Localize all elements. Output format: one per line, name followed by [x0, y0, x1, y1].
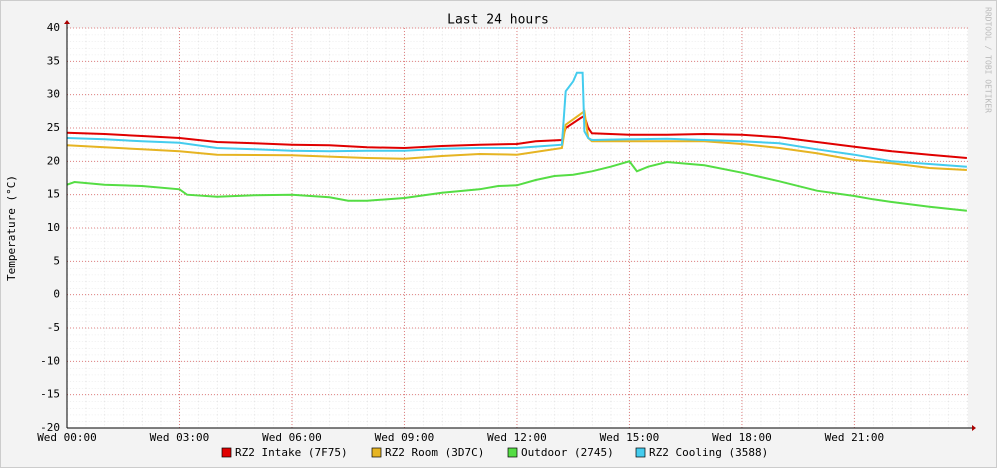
y-axis-label: Temperature (°C) — [5, 175, 18, 281]
y-tick-label: 30 — [47, 88, 60, 101]
y-tick-label: -5 — [47, 321, 60, 334]
x-tick-label: Wed 18:00 — [712, 431, 772, 444]
x-tick-label: Wed 15:00 — [600, 431, 660, 444]
watermark: RRDTOOL / TOBI OETIKER — [984, 7, 993, 113]
legend-label: RZ2 Room (3D7C) — [385, 446, 484, 459]
x-tick-label: Wed 09:00 — [375, 431, 435, 444]
legend-swatch — [371, 447, 382, 458]
y-tick-label: 25 — [47, 121, 60, 134]
y-tick-label: 5 — [53, 254, 60, 267]
chart-title: Last 24 hours — [447, 13, 549, 28]
x-tick-label: Wed 06:00 — [262, 431, 322, 444]
y-tick-label: -10 — [40, 354, 60, 367]
series-line — [66, 71, 967, 168]
legend: RZ2 Intake (7F75) RZ2 Room (3D7C) Outdoor … — [221, 446, 768, 459]
x-tick-label: Wed 00:00 — [37, 431, 97, 444]
x-arrow — [972, 425, 976, 431]
y-tick-label: 0 — [53, 288, 60, 301]
y-tick-label: 40 — [47, 21, 60, 34]
legend-swatch — [635, 447, 646, 458]
legend-swatch — [507, 447, 518, 458]
labels: -20 -15 -10 -5 0 5 10 15 20 25 30 35 40 Wed 00:00 Wed … — [37, 21, 884, 444]
legend-label: Outdoor (2745) — [521, 446, 614, 459]
series-line — [66, 109, 967, 171]
y-tick-label: 20 — [47, 154, 60, 167]
series-line — [66, 160, 968, 212]
lines — [66, 71, 968, 212]
y-tick-label: -15 — [40, 388, 60, 401]
legend-swatch — [221, 447, 232, 458]
x-tick-label: Wed 21:00 — [825, 431, 885, 444]
y-tick-label: 15 — [47, 188, 60, 201]
y-tick-label: 10 — [47, 221, 60, 234]
legend-label: RZ2 Cooling (3588) — [649, 446, 768, 459]
y-tick-label: -20 — [40, 421, 60, 434]
y-tick-label: 35 — [47, 54, 60, 67]
y-arrow — [64, 20, 70, 24]
legend-label: RZ2 Intake (7F75) — [235, 446, 348, 459]
x-tick-label: Wed 03:00 — [150, 431, 210, 444]
x-tick-label: Wed 12:00 — [487, 431, 547, 444]
